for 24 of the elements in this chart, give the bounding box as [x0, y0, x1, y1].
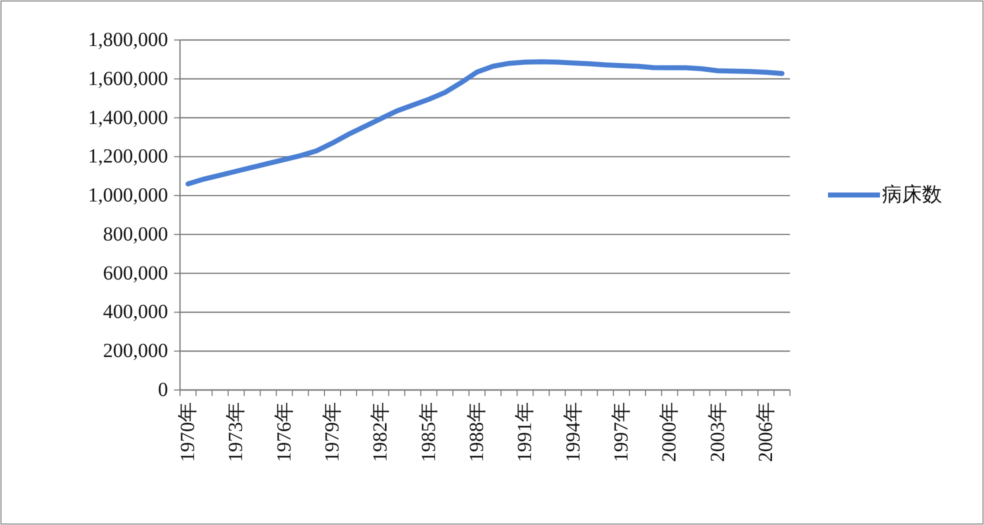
y-tick-label: 0 — [158, 379, 168, 401]
y-tick-label: 800,000 — [103, 223, 168, 246]
x-tick-label: 2006年 — [754, 402, 777, 462]
x-tick-label: 1970年 — [177, 402, 200, 462]
x-tick-label: 1985年 — [418, 402, 440, 462]
legend-label: 病床数 — [882, 184, 942, 206]
x-tick-label: 2000年 — [658, 402, 681, 462]
x-tick-label: 1988年 — [466, 402, 488, 462]
y-tick-label: 1,200,000 — [88, 146, 168, 168]
x-tick-label: 1979年 — [322, 402, 344, 462]
x-tick-label: 1976年 — [273, 402, 296, 462]
x-tick-label: 1982年 — [370, 402, 392, 462]
y-tick-label: 1,800,000 — [88, 29, 168, 51]
y-tick-label: 1,600,000 — [88, 68, 168, 90]
x-tick-label: 2003年 — [706, 402, 729, 462]
x-tick-label: 1994年 — [562, 402, 584, 462]
y-tick-label: 600,000 — [103, 262, 168, 284]
x-tick-label: 1991年 — [514, 402, 536, 462]
y-tick-label: 1,000,000 — [88, 184, 168, 207]
x-tick-label: 1973年 — [225, 402, 248, 462]
y-tick-label: 200,000 — [103, 340, 168, 362]
y-tick-label: 1,400,000 — [88, 106, 168, 129]
x-tick-label: 1997年 — [610, 402, 632, 462]
y-tick-label: 400,000 — [103, 301, 168, 324]
